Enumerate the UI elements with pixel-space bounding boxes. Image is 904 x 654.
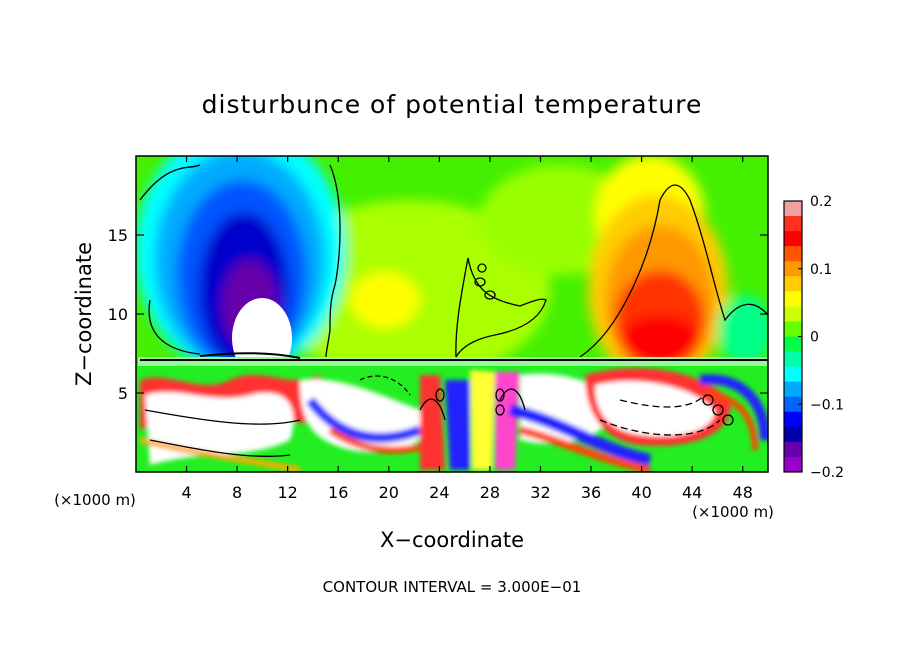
colorbar-tick-label: 0 [810, 330, 819, 346]
x-tick-label: 44 [682, 483, 702, 502]
x-axis-label: X−coordinate [380, 528, 524, 552]
colorbar-tick-label: 0.1 [810, 262, 832, 278]
x-tick-label: 32 [530, 483, 550, 502]
x-tick-label: 8 [232, 483, 242, 502]
colorbar-swatch [784, 381, 802, 398]
colorbar-tick-label: −0.2 [810, 465, 844, 481]
lower-layer [136, 357, 768, 472]
x-tick-label: 28 [480, 483, 500, 502]
colorbar-tick-label: 0.2 [810, 194, 832, 210]
x-tick-label: 16 [328, 483, 348, 502]
chart-title: disturbunce of potential temperature [202, 90, 703, 119]
colorbar-swatch [784, 246, 802, 262]
x-tick-label: 36 [581, 483, 601, 502]
colorbar-swatch [784, 411, 802, 428]
x-unit-right: (×1000 m) [692, 503, 774, 521]
colorbar-swatch [784, 321, 802, 337]
x-axis: 4 8 12 16 20 24 28 32 36 40 44 48 [181, 156, 753, 502]
colorbar-swatch [784, 231, 802, 247]
x-tick-label: 4 [181, 483, 191, 502]
colorbar-swatch [784, 261, 802, 277]
colorbar-swatch [784, 351, 802, 368]
x-tick-label: 48 [733, 483, 753, 502]
x-unit-left: (×1000 m) [54, 491, 136, 509]
y-tick-label: 10 [108, 305, 128, 324]
footer-note: CONTOUR INTERVAL = 3.000E−01 [323, 578, 582, 596]
colorbar-swatch [784, 336, 802, 353]
colorbar-swatch [784, 306, 802, 322]
x-tick-label: 12 [278, 483, 298, 502]
y-axis: 5 10 15 [108, 226, 768, 403]
colorbar-swatch [784, 291, 802, 307]
colorbar-swatch [784, 456, 802, 473]
colorbar: 0.2 0.1 0 −0.1 −0.2 [783, 194, 844, 481]
colorbar-swatch [784, 396, 802, 413]
colorbar-swatch [784, 441, 802, 458]
colorbar-swatch [784, 216, 802, 232]
x-tick-label: 20 [379, 483, 399, 502]
colorbar-swatch [784, 426, 802, 443]
y-axis-label: Z−coordinate [72, 242, 96, 386]
colorbar-tick-label: −0.1 [810, 397, 844, 413]
y-tick-label: 5 [118, 384, 128, 403]
x-tick-label: 24 [429, 483, 449, 502]
temperature-field [136, 156, 768, 472]
x-tick-label: 40 [631, 483, 651, 502]
colorbar-swatch [784, 276, 802, 292]
colorbar-swatch [784, 201, 802, 217]
colorbar-swatch [784, 366, 802, 383]
y-tick-label: 15 [108, 226, 128, 245]
contour-lines [139, 164, 768, 457]
